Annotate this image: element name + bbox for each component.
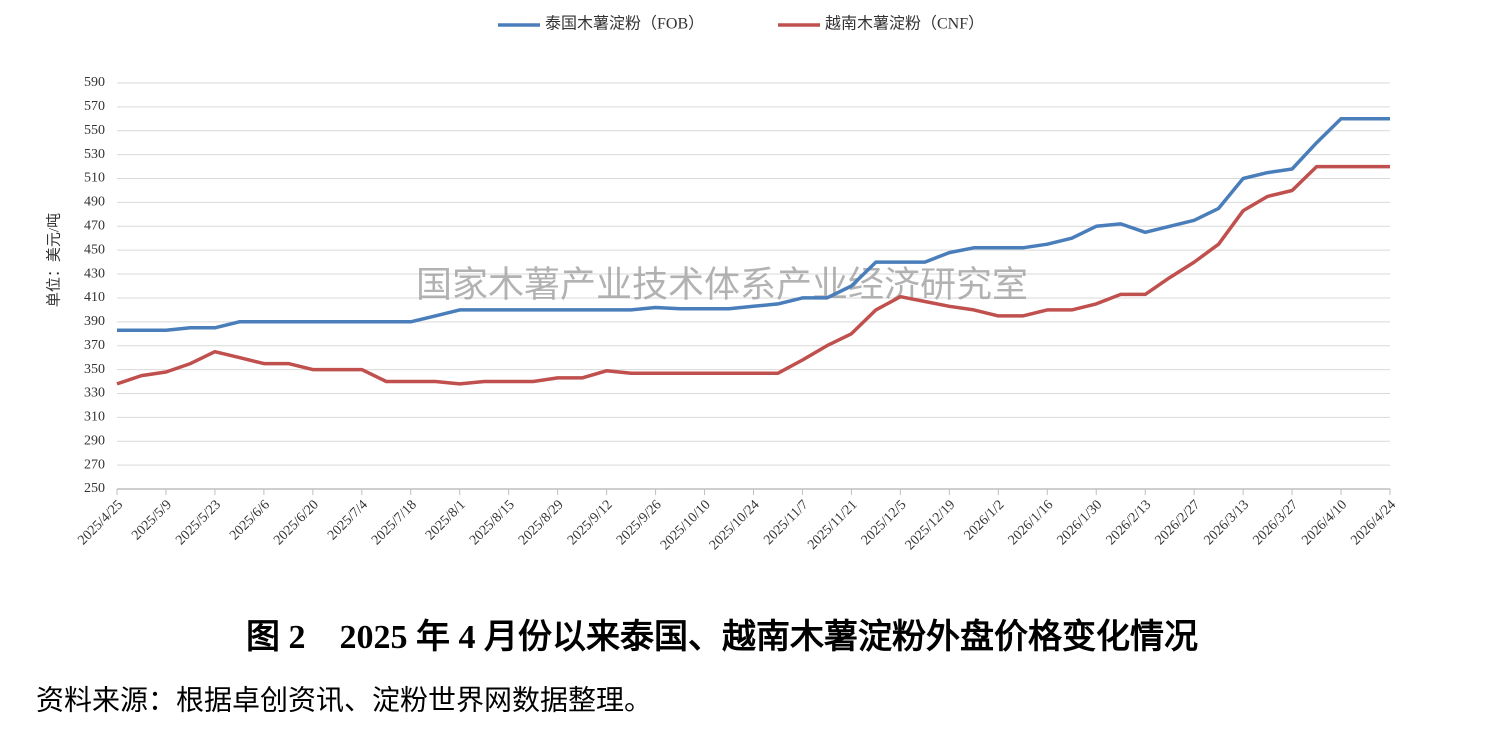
x-tick-label: 2026/4/24 bbox=[1348, 497, 1399, 548]
x-tick-label: 2025/11/7 bbox=[761, 497, 811, 547]
y-axis-label: 单位：美元/吨 bbox=[45, 213, 62, 307]
x-tick-label: 2025/4/25 bbox=[75, 497, 126, 548]
x-tick-label: 2025/10/10 bbox=[658, 497, 714, 553]
x-tick-label: 2025/8/1 bbox=[423, 497, 469, 543]
y-tick-label: 290 bbox=[84, 433, 105, 448]
y-tick-label: 250 bbox=[84, 481, 105, 496]
x-tick-label: 2026/4/10 bbox=[1299, 497, 1350, 548]
y-tick-label: 410 bbox=[84, 290, 105, 305]
x-tick-label: 2025/7/18 bbox=[369, 497, 420, 548]
x-tick-label: 2026/3/13 bbox=[1201, 497, 1252, 548]
y-tick-label: 530 bbox=[84, 147, 105, 162]
y-tick-label: 350 bbox=[84, 362, 105, 377]
y-tick-label: 390 bbox=[84, 314, 105, 329]
y-tick-label: 590 bbox=[84, 75, 105, 90]
y-tick-label: 430 bbox=[84, 266, 105, 281]
x-tick-label: 2025/5/9 bbox=[129, 497, 175, 543]
x-tick-label: 2025/11/21 bbox=[805, 497, 860, 552]
x-tick-label: 2025/12/5 bbox=[859, 497, 910, 548]
x-tick-label: 2025/7/4 bbox=[325, 497, 371, 543]
y-tick-label: 310 bbox=[84, 410, 105, 425]
y-tick-label: 550 bbox=[84, 123, 105, 138]
x-tick-label: 2026/1/2 bbox=[962, 497, 1008, 543]
x-tick-label: 2026/1/30 bbox=[1055, 497, 1106, 548]
y-tick-label: 570 bbox=[84, 99, 105, 114]
y-tick-label: 510 bbox=[84, 171, 105, 186]
y-tick-label: 470 bbox=[84, 219, 105, 234]
x-tick-label: 2025/6/6 bbox=[227, 497, 273, 543]
series-line bbox=[117, 117, 1390, 332]
x-tick-label: 2025/8/29 bbox=[516, 497, 567, 548]
x-tick-label: 2025/5/23 bbox=[173, 497, 224, 548]
y-tick-label: 490 bbox=[84, 195, 105, 210]
x-tick-label: 2026/2/13 bbox=[1104, 497, 1155, 548]
x-tick-label: 2025/8/15 bbox=[467, 497, 518, 548]
y-tick-label: 450 bbox=[84, 242, 105, 257]
x-tick-label: 2026/2/27 bbox=[1153, 497, 1204, 548]
y-tick-label: 270 bbox=[84, 457, 105, 472]
y-tick-label: 330 bbox=[84, 386, 105, 401]
x-tick-label: 2026/3/27 bbox=[1250, 497, 1301, 548]
caption: 图 2 2025 年 4 月份以来泰国、越南木薯淀粉外盘价格变化情况 bbox=[246, 618, 1198, 656]
x-tick-label: 2025/10/24 bbox=[707, 497, 763, 553]
x-tick-label: 2026/1/16 bbox=[1006, 497, 1057, 548]
watermark: 国家木薯产业技术体系产业经济研究室 bbox=[416, 264, 1028, 304]
x-tick-label: 2025/9/12 bbox=[565, 497, 616, 548]
x-tick-label: 2025/6/20 bbox=[271, 497, 322, 548]
legend-label: 泰国木薯淀粉（FOB） bbox=[545, 15, 704, 33]
y-tick-label: 370 bbox=[84, 338, 105, 353]
source: 资料来源：根据卓创资讯、淀粉世界网数据整理。 bbox=[36, 684, 652, 716]
x-tick-label: 2025/9/26 bbox=[614, 497, 665, 548]
x-tick-label: 2025/12/19 bbox=[903, 497, 959, 553]
legend-label: 越南木薯淀粉（CNF） bbox=[825, 15, 984, 33]
series-line bbox=[116, 164, 1390, 386]
